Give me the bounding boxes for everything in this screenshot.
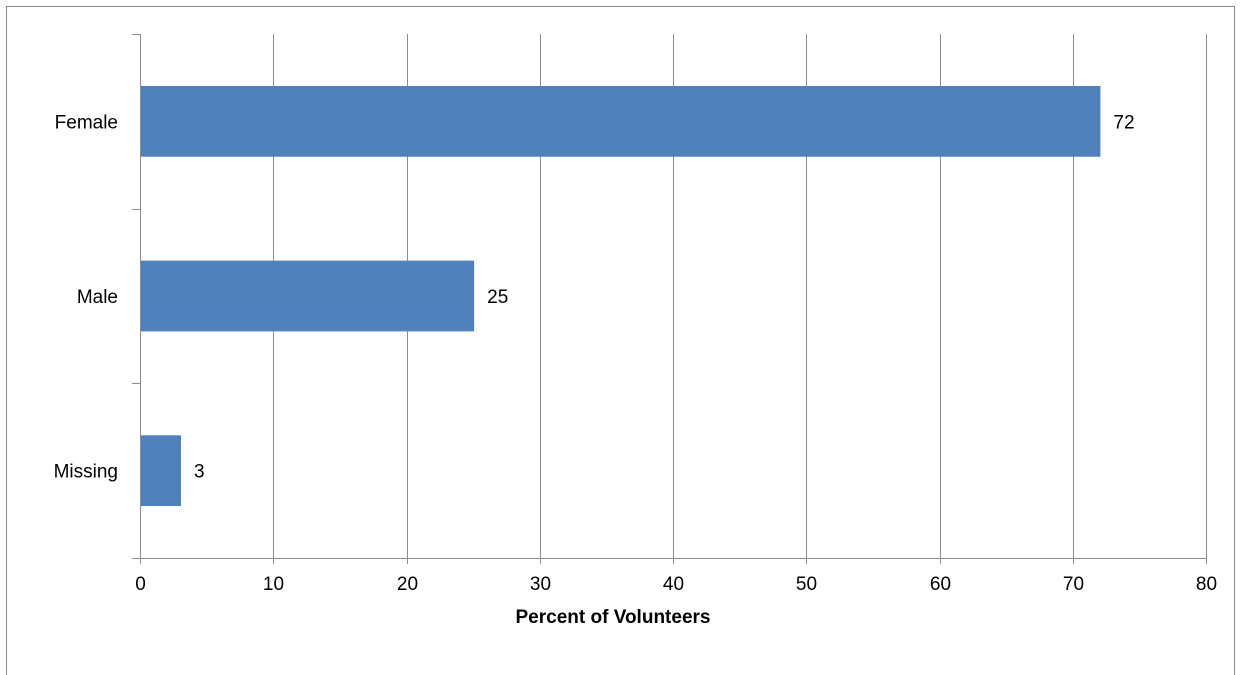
category-label: Male — [77, 287, 118, 308]
x-tick-label: 70 — [1063, 574, 1084, 595]
bar-missing — [141, 435, 181, 507]
bars-layer — [141, 85, 1101, 507]
x-tick-label: 10 — [263, 574, 284, 595]
chart-frame — [6, 6, 1235, 675]
bar-female — [141, 85, 1101, 157]
data-label: 3 — [194, 462, 205, 483]
labels-layer: 0 10 20 30 40 50 60 70 80 Female 72 Male 25 Missing 3 — [54, 112, 1217, 595]
x-tick-label: 50 — [796, 574, 817, 595]
category-label: Missing — [54, 462, 118, 483]
bar-male — [141, 260, 475, 332]
x-axis-title: Percent of Volunteers — [516, 607, 711, 628]
x-tick-label: 40 — [663, 574, 684, 595]
x-tick-label: 30 — [530, 574, 551, 595]
data-label: 25 — [487, 287, 508, 308]
data-label: 72 — [1113, 112, 1134, 133]
x-tick-label: 0 — [135, 574, 146, 595]
category-label: Female — [55, 112, 118, 133]
x-tick-label: 20 — [397, 574, 418, 595]
x-tick-label: 60 — [930, 574, 951, 595]
axis-layer — [132, 34, 1207, 564]
x-tick-label: 80 — [1196, 574, 1217, 595]
